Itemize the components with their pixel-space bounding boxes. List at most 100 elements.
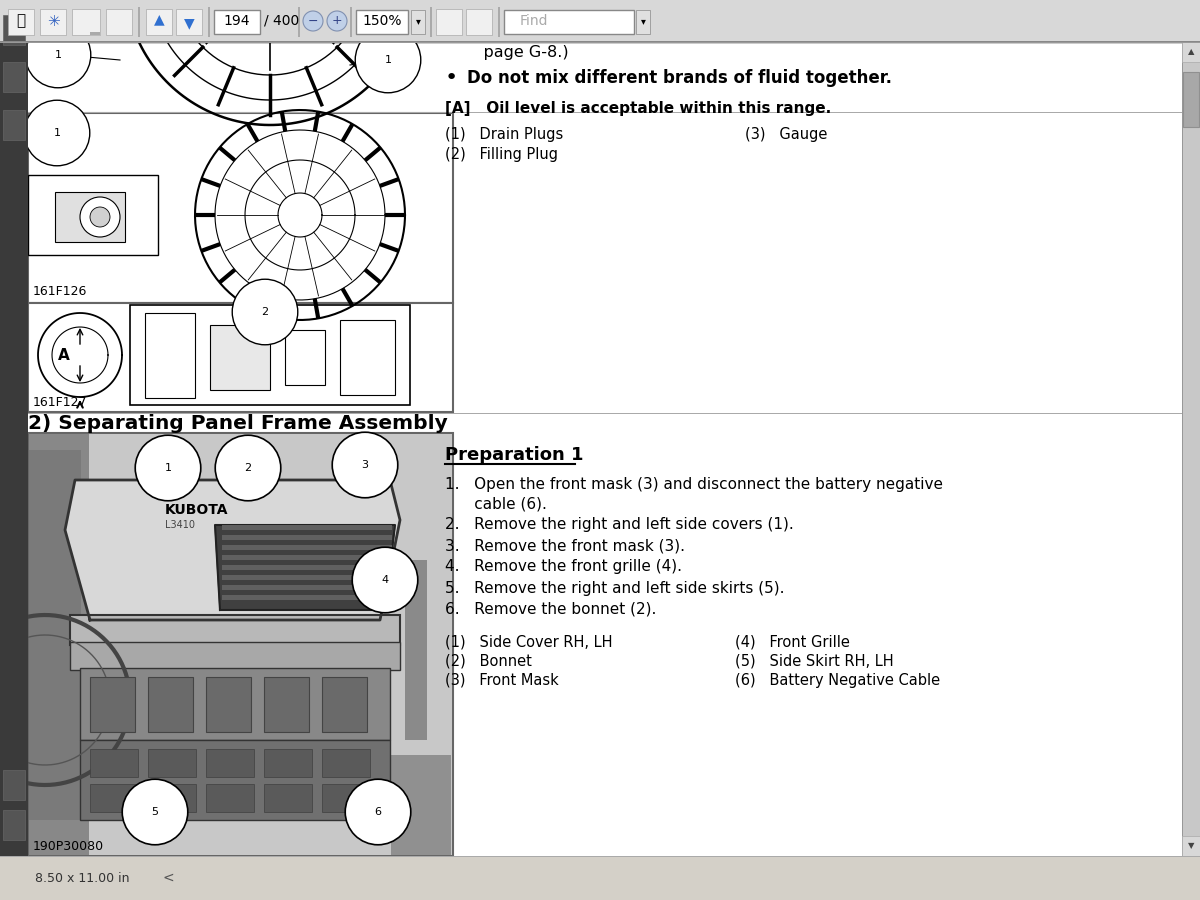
Bar — [28, 42, 1182, 44]
Bar — [206, 749, 254, 777]
Bar — [636, 10, 650, 34]
Bar — [176, 9, 202, 35]
Bar — [206, 677, 251, 732]
Bar — [222, 555, 392, 560]
Bar — [90, 32, 100, 35]
Text: 4: 4 — [382, 575, 389, 585]
Text: 161F126: 161F126 — [34, 285, 88, 298]
Bar — [322, 784, 370, 812]
Text: ▲: ▲ — [154, 12, 164, 26]
Text: 6.   Remove the bonnet (2).: 6. Remove the bonnet (2). — [445, 601, 656, 617]
Polygon shape — [65, 480, 400, 620]
Bar — [2, 62, 25, 92]
Bar — [1183, 72, 1199, 127]
Bar — [391, 755, 451, 855]
Text: 4.   Remove the front grille (4).: 4. Remove the front grille (4). — [445, 560, 682, 574]
Text: A: A — [58, 347, 70, 363]
Text: <: < — [162, 871, 174, 885]
Text: (1)   Drain Plugs: (1) Drain Plugs — [445, 128, 563, 142]
Bar — [138, 7, 140, 37]
Bar — [90, 749, 138, 777]
Text: ▼: ▼ — [184, 16, 194, 30]
Text: 1: 1 — [54, 128, 60, 138]
Text: ▼: ▼ — [1188, 842, 1194, 850]
Text: 194: 194 — [223, 14, 251, 28]
Text: 2: 2 — [262, 307, 269, 317]
Bar — [130, 305, 410, 405]
Text: 2: 2 — [245, 463, 252, 473]
Bar — [406, 560, 427, 740]
Text: page G-8.): page G-8.) — [463, 44, 569, 59]
Bar — [146, 9, 172, 35]
Text: 1: 1 — [164, 463, 172, 473]
Bar — [0, 41, 1200, 42]
Text: 1: 1 — [54, 50, 61, 60]
Text: KUBOTA: KUBOTA — [166, 503, 228, 517]
Bar — [322, 677, 367, 732]
Text: Do not mix different brands of fluid together.: Do not mix different brands of fluid tog… — [467, 69, 892, 87]
Bar — [264, 749, 312, 777]
Bar — [80, 668, 390, 740]
Circle shape — [80, 197, 120, 237]
Text: cable (6).: cable (6). — [445, 497, 547, 511]
Bar — [148, 749, 196, 777]
Text: ▾: ▾ — [415, 16, 420, 26]
Bar — [145, 313, 194, 398]
Bar — [28, 175, 158, 255]
Bar — [2, 110, 25, 140]
Bar — [29, 434, 452, 855]
Text: 3: 3 — [361, 460, 368, 470]
Text: 🖨: 🖨 — [17, 14, 25, 29]
Bar — [2, 770, 25, 800]
Text: 1: 1 — [384, 55, 391, 65]
Bar — [206, 784, 254, 812]
Text: ▲: ▲ — [1188, 48, 1194, 57]
Bar — [28, 303, 454, 412]
Bar — [222, 595, 392, 600]
Bar — [264, 784, 312, 812]
Bar — [28, 433, 454, 856]
Text: 5.   Remove the right and left side skirts (5).: 5. Remove the right and left side skirts… — [445, 580, 785, 596]
Bar — [222, 525, 392, 530]
Polygon shape — [215, 525, 395, 610]
Bar — [80, 740, 390, 820]
Circle shape — [326, 11, 347, 31]
Text: 150%: 150% — [362, 14, 402, 28]
Text: 5: 5 — [151, 807, 158, 817]
Bar — [222, 535, 392, 540]
Bar — [286, 330, 325, 385]
Bar — [410, 10, 425, 34]
Bar — [1182, 42, 1200, 856]
Text: (4)   Front Grille: (4) Front Grille — [734, 634, 850, 650]
Bar — [29, 434, 89, 855]
Bar — [466, 9, 492, 35]
Bar — [70, 642, 400, 670]
Text: / 400: / 400 — [264, 14, 299, 28]
Circle shape — [302, 11, 323, 31]
Text: 2) Separating Panel Frame Assembly: 2) Separating Panel Frame Assembly — [28, 414, 448, 433]
Bar — [28, 112, 1182, 113]
Text: (3)   Gauge: (3) Gauge — [745, 128, 827, 142]
Bar — [264, 677, 310, 732]
Bar — [28, 412, 1182, 414]
Bar — [214, 10, 260, 34]
Bar — [0, 0, 1200, 42]
Bar — [340, 320, 395, 395]
Bar — [28, 113, 454, 303]
Text: ▾: ▾ — [641, 16, 646, 26]
Text: L3410: L3410 — [166, 520, 194, 530]
Text: (5)   Side Skirt RH, LH: (5) Side Skirt RH, LH — [734, 653, 894, 669]
Bar — [90, 784, 138, 812]
Bar — [55, 192, 125, 242]
Text: (6)   Battery Negative Cable: (6) Battery Negative Cable — [734, 672, 940, 688]
Text: (2)   Filling Plug: (2) Filling Plug — [445, 147, 558, 161]
Bar — [148, 677, 193, 732]
Bar — [8, 9, 34, 35]
Bar — [210, 325, 270, 390]
Text: [A]   Oil level is acceptable within this range.: [A] Oil level is acceptable within this … — [445, 101, 832, 115]
Bar — [350, 7, 352, 37]
Bar — [1182, 42, 1200, 62]
Bar — [2, 810, 25, 840]
Bar — [1182, 836, 1200, 856]
Text: +: + — [331, 14, 342, 28]
